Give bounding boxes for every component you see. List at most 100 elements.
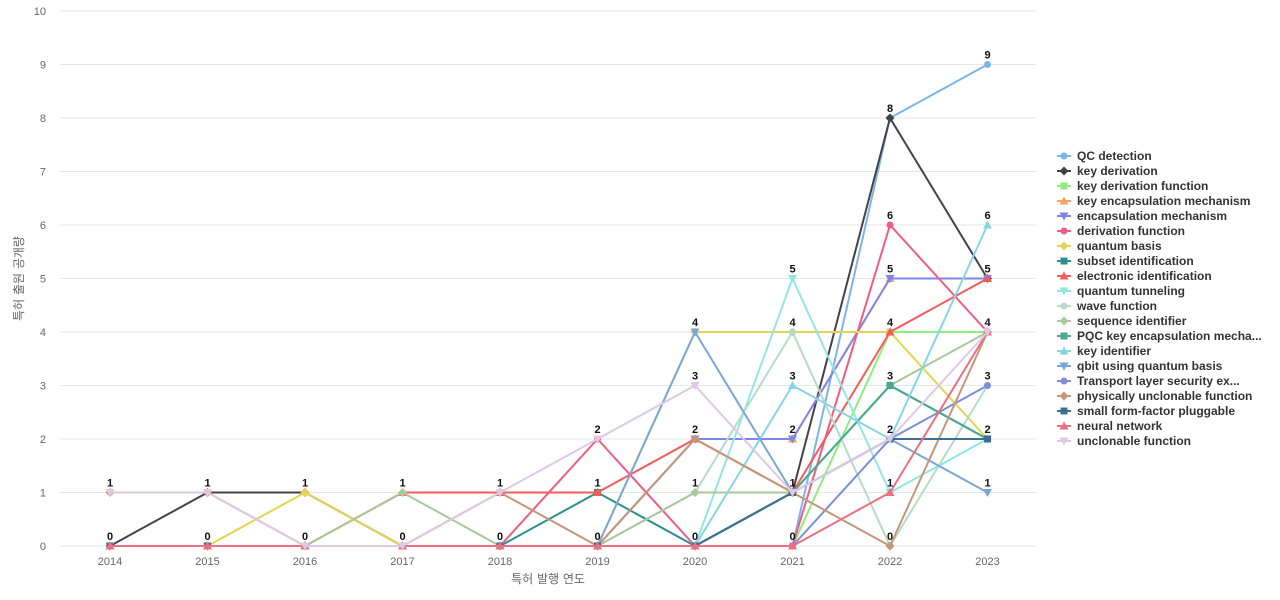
legend-marker — [1060, 302, 1068, 310]
data-label: 1 — [789, 478, 795, 490]
data-point — [690, 488, 700, 497]
data-point — [984, 61, 991, 68]
data-label: 0 — [107, 531, 113, 543]
data-label: 2 — [984, 424, 990, 436]
x-axis-title: 특허 발행 연도 — [511, 571, 585, 586]
data-label: 0 — [789, 531, 795, 543]
legend-item[interactable]: wave function — [1057, 299, 1157, 313]
data-point — [495, 541, 505, 550]
data-label: 0 — [302, 531, 308, 543]
series-19 — [105, 328, 992, 551]
x-tick-label: 2021 — [780, 556, 804, 568]
data-point — [788, 489, 797, 497]
legend-marker — [1059, 271, 1069, 280]
legend-label: small form-factor pluggable — [1077, 404, 1235, 418]
y-axis-ticks: 0 1 2 3 4 5 6 7 8 9 10 — [34, 6, 46, 553]
legend-item[interactable]: neural network — [1057, 419, 1163, 433]
legend-item[interactable]: key derivation function — [1057, 179, 1208, 193]
legend-marker — [1060, 407, 1068, 415]
legend-item[interactable]: subset identification — [1057, 254, 1194, 268]
data-label: 0 — [887, 531, 893, 543]
legend-label: sequence identifier — [1077, 314, 1187, 328]
legend-item[interactable]: electronic identification — [1057, 269, 1212, 283]
legend-marker — [1060, 377, 1068, 385]
data-label: 0 — [692, 531, 698, 543]
data-point — [885, 275, 895, 283]
data-point — [788, 435, 797, 444]
legend-marker — [1060, 257, 1068, 265]
legend-item[interactable]: quantum basis — [1057, 239, 1162, 253]
data-point — [690, 328, 700, 337]
data-label: 6 — [984, 210, 990, 222]
legend-item[interactable]: small form-factor pluggable — [1057, 404, 1235, 418]
legend-item[interactable]: derivation function — [1057, 224, 1185, 238]
data-point — [203, 541, 212, 550]
legend-item[interactable]: key encapsulation mechanism — [1057, 194, 1250, 208]
series-line — [110, 277, 988, 547]
data-label: 1 — [594, 478, 600, 490]
data-point — [593, 541, 602, 550]
series-line — [110, 277, 988, 547]
legend-label: encapsulation mechanism — [1077, 209, 1227, 223]
legend-item[interactable]: PQC key encapsulation mecha... — [1057, 329, 1262, 343]
legend-item[interactable]: unclonable function — [1057, 434, 1191, 448]
series-line — [110, 277, 988, 547]
data-point — [886, 382, 894, 389]
legend-item[interactable]: quantum tunneling — [1057, 284, 1185, 298]
data-point — [984, 382, 991, 389]
y-tick-label: 7 — [40, 167, 46, 179]
legend-label: key derivation function — [1077, 179, 1208, 193]
data-label: 1 — [497, 478, 503, 490]
data-label: 3 — [789, 371, 795, 383]
data-label: 2 — [594, 424, 600, 436]
legend-item[interactable]: Transport layer security ex... — [1057, 374, 1240, 388]
data-point — [983, 220, 992, 229]
x-tick-label: 2022 — [878, 556, 902, 568]
data-point — [105, 489, 115, 497]
data-point — [885, 488, 895, 496]
data-point — [203, 489, 212, 497]
y-tick-label: 5 — [40, 274, 46, 286]
legend-item[interactable]: physically unclonable function — [1057, 389, 1252, 403]
data-label: 9 — [984, 50, 990, 62]
data-point — [983, 328, 992, 337]
data-label: 1 — [399, 478, 405, 490]
data-point — [495, 489, 505, 497]
data-label: 8 — [887, 103, 893, 115]
data-point — [593, 488, 602, 496]
data-point — [789, 328, 796, 336]
legend-label: quantum tunneling — [1077, 284, 1185, 298]
series-3 — [105, 274, 992, 550]
legend-item[interactable]: key identifier — [1057, 344, 1151, 358]
data-label: 2 — [692, 424, 698, 436]
data-label: 0 — [204, 531, 210, 543]
legend-item[interactable]: qbit using quantum basis — [1057, 359, 1223, 373]
y-tick-label: 2 — [40, 434, 46, 446]
data-label: 3 — [692, 371, 698, 383]
x-axis-ticks: 2014 2015 2016 2017 2018 2019 2020 2021 2022 2023 — [98, 556, 1000, 568]
y-tick-label: 6 — [40, 220, 46, 232]
legend-item[interactable]: sequence identifier — [1057, 314, 1187, 328]
legend-label: qbit using quantum basis — [1077, 359, 1223, 373]
legend-item[interactable]: encapsulation mechanism — [1057, 209, 1227, 223]
data-label: 4 — [692, 317, 699, 329]
data-label: 5 — [789, 264, 795, 276]
x-tick-label: 2018 — [488, 556, 512, 568]
data-point — [593, 435, 602, 444]
data-point — [105, 541, 115, 550]
legend-marker — [1059, 421, 1069, 430]
legend-label: physically unclonable function — [1077, 389, 1252, 403]
data-label: 4 — [789, 317, 796, 329]
data-point — [788, 275, 797, 283]
legend-item[interactable]: QC detection — [1057, 149, 1152, 163]
data-label: 1 — [887, 478, 893, 490]
legend-item[interactable]: key derivation — [1057, 164, 1158, 178]
y-tick-label: 0 — [40, 541, 46, 553]
y-tick-label: 3 — [40, 381, 46, 393]
legend-label: key derivation — [1077, 164, 1158, 178]
data-point — [690, 382, 700, 390]
data-point — [885, 327, 895, 336]
y-tick-label: 4 — [40, 327, 46, 339]
data-label: 1 — [984, 478, 990, 490]
